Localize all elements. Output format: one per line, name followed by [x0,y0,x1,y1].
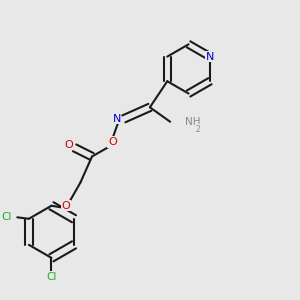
Text: NH: NH [184,117,200,127]
Text: O: O [108,137,117,147]
Text: 2: 2 [195,124,200,134]
Text: Cl: Cl [46,272,57,282]
Text: O: O [61,201,70,211]
Text: N: N [206,52,214,61]
Text: O: O [64,140,73,150]
Text: Cl: Cl [1,212,11,222]
Text: N: N [112,114,121,124]
